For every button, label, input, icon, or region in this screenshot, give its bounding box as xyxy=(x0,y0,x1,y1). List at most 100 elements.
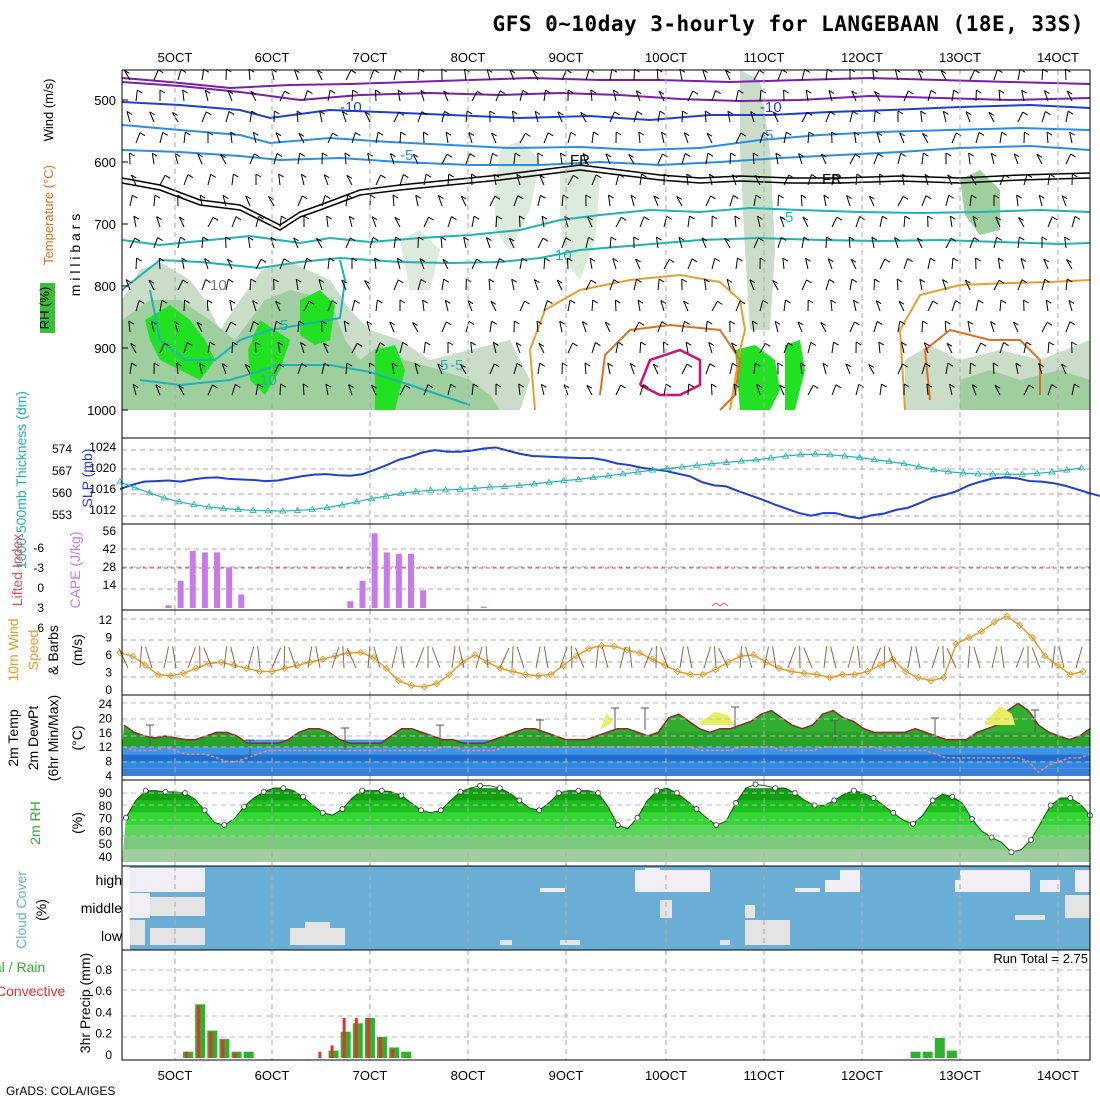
wind-barb-flag xyxy=(302,383,309,388)
wind-barb-flag xyxy=(477,90,483,95)
precip-unit: 3hr Precip (mm) xyxy=(77,953,93,1053)
wind-barb xyxy=(348,216,353,228)
wind-barb xyxy=(1041,111,1046,123)
wind-barb xyxy=(567,175,574,186)
wind-barb xyxy=(275,132,281,144)
wind-barb-flag xyxy=(731,174,738,179)
wind-barb xyxy=(805,90,809,102)
wind-barb-flag xyxy=(998,89,1005,94)
wind-barb xyxy=(1065,153,1072,165)
wind-barb xyxy=(921,153,924,165)
wind-barb-flag xyxy=(275,132,282,137)
wind-barb xyxy=(951,90,955,102)
temp-contour-orange xyxy=(528,273,747,411)
wind-tick-label: 12 xyxy=(99,613,113,627)
wind-barb xyxy=(323,174,329,186)
wind-barb xyxy=(489,321,493,333)
wind-barb xyxy=(130,174,137,186)
wind-barb-flag xyxy=(444,110,450,115)
wind-barb-flag xyxy=(692,90,699,95)
wind-barb xyxy=(516,174,521,186)
wind-barb-flag xyxy=(228,110,235,115)
wind-barb-flag xyxy=(950,237,957,242)
wind-barb xyxy=(183,342,188,354)
wind-barb-flag xyxy=(709,363,716,368)
wind-barb-flag xyxy=(923,342,930,347)
wind-speed-marker xyxy=(382,664,390,673)
wind-barb xyxy=(652,363,659,375)
wind-barb-flag xyxy=(486,237,492,242)
wind-barb-flag xyxy=(390,153,396,158)
wind-speed-marker xyxy=(635,649,644,657)
wind-barb-flag xyxy=(740,132,747,137)
wind-barb-flag xyxy=(187,174,194,179)
wind-barb xyxy=(369,69,375,81)
surface-wind-barb xyxy=(187,647,196,669)
wind-barb-flag xyxy=(542,237,549,242)
wind-barb-flag xyxy=(754,174,761,179)
rh-marker xyxy=(851,787,857,794)
wind-barb-flag xyxy=(344,320,350,325)
wind-barb-flag xyxy=(1028,384,1035,389)
wind-barb xyxy=(201,69,205,81)
wind-barb xyxy=(704,110,707,123)
wind-barb xyxy=(988,112,995,123)
wind-tick-label: 0 xyxy=(105,683,112,697)
wind-barb-flag xyxy=(971,384,978,389)
wind-barb-flag xyxy=(164,174,171,179)
wind-barb xyxy=(878,342,881,354)
wind-barb-flag xyxy=(460,364,466,368)
wind-barb-flag xyxy=(972,215,979,220)
wind-barb xyxy=(297,195,303,207)
wind-barb xyxy=(1038,195,1043,207)
wind-barb-flag xyxy=(998,257,1004,262)
wind-barb xyxy=(471,384,474,396)
precip-label-convective: Convective xyxy=(0,983,65,999)
wind-barb-flag xyxy=(991,152,997,157)
wind-barb-flag xyxy=(965,279,971,284)
wind-speed-marker xyxy=(509,667,517,676)
rh-marker xyxy=(536,807,543,814)
rh-marker xyxy=(890,809,897,816)
wind-barb-flag xyxy=(942,279,948,283)
surface-wind-barb xyxy=(803,647,813,669)
rh-band xyxy=(122,812,1090,826)
wind-barb-flag xyxy=(202,236,209,241)
wind-barb-flag xyxy=(350,237,356,242)
wind-barb xyxy=(951,257,954,270)
wind-barb-flag xyxy=(1074,383,1080,388)
wind-barb xyxy=(797,321,803,333)
rh-marker xyxy=(142,787,149,794)
wind-barb-flag xyxy=(233,173,239,178)
wind-barb-flag xyxy=(630,194,637,199)
wind-barb-flag xyxy=(976,89,982,94)
temp-tick-label: 4 xyxy=(105,769,112,783)
wind-barb-flag xyxy=(927,215,933,220)
wind-barb xyxy=(708,342,713,354)
wind-barb-flag xyxy=(902,173,908,178)
surface-wind-barb xyxy=(763,646,770,669)
wind-barb xyxy=(894,69,899,81)
wind-barb-flag xyxy=(1039,194,1045,199)
wind-barb xyxy=(729,195,734,207)
wind-barb xyxy=(393,279,399,291)
legend-rh-swatch xyxy=(40,283,55,333)
wind-barb-flag xyxy=(998,279,1005,284)
wind-barb xyxy=(543,90,547,102)
rh-marker xyxy=(457,788,464,795)
cloud-block xyxy=(955,880,970,892)
wind-barb xyxy=(831,174,835,186)
wind-barb-flag xyxy=(775,152,782,157)
surface-wind-barb xyxy=(1058,646,1065,669)
wind-barb-flag xyxy=(350,69,357,74)
wind-barb-flag xyxy=(846,195,852,199)
wind-barb xyxy=(303,258,308,270)
wind-barb-flag xyxy=(797,321,804,326)
wind-barb xyxy=(801,69,806,81)
wind-barb xyxy=(820,153,827,165)
wind-barb-flag xyxy=(205,89,211,94)
cloud-row-label: low xyxy=(101,928,123,944)
wind-barb-flag xyxy=(293,237,299,242)
wind-barb-flag xyxy=(251,110,257,115)
wind-barb-flag xyxy=(777,362,784,367)
